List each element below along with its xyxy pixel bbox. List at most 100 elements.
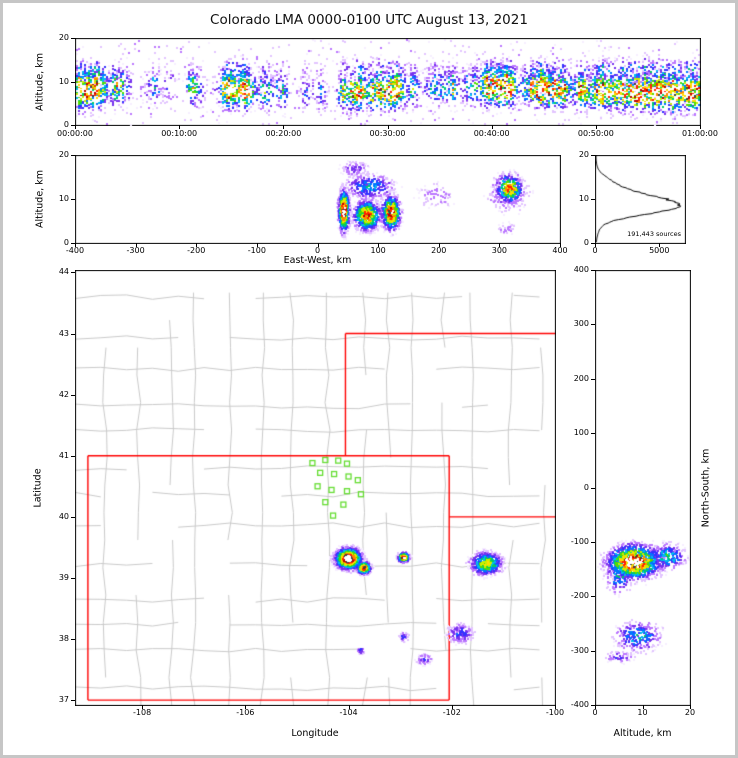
tick-mark [438,243,440,247]
axis-label: Altitude, km [34,170,46,228]
tick-label: 20 [578,150,589,159]
tick-mark [75,243,76,247]
tick-mark [591,650,595,652]
tick-mark [560,243,561,247]
source-count-annotation: 191,443 sources [627,230,681,238]
tick-mark [196,243,198,247]
tick-label: 00:30:00 [369,129,406,138]
tick-mark [71,333,75,335]
axis-label: Latitude [32,467,44,508]
tick-label: 00:00:00 [57,129,93,138]
tick-mark [499,243,501,247]
tick-mark [71,155,75,156]
tick-label: 400 [552,246,568,255]
tick-label: -300 [570,645,589,655]
tick-mark [595,243,596,247]
tick-mark [591,596,595,598]
tick-mark [591,243,595,244]
north-south-panel [595,270,691,706]
tick-label: 20 [58,150,69,159]
tick-label: 200 [431,246,447,255]
tick-mark [283,125,285,129]
tick-label: 00:40:00 [473,129,510,138]
tick-label: 200 [573,373,589,383]
tick-mark [245,705,247,709]
tick-mark [595,705,596,709]
tick-mark [179,125,181,129]
source-histogram-panel [595,155,686,244]
tick-mark [591,324,595,326]
tick-mark [591,199,595,200]
tick-mark [591,270,595,271]
tick-mark [71,243,75,244]
tick-label: 400 [573,265,589,274]
tick-label: -100 [247,246,266,255]
tick-label: 10 [58,194,69,203]
tick-label: 41 [58,450,69,460]
tick-label: 100 [573,428,589,438]
tick-label: -106 [236,708,255,717]
axis-label: Altitude, km [613,728,672,739]
tick-mark [595,125,597,129]
tick-mark [591,433,595,435]
tick-label: 00:20:00 [265,129,302,138]
tick-mark [71,199,75,200]
tick-mark [591,487,595,489]
tick-mark [451,705,453,709]
tick-mark [491,125,493,129]
tick-label: 0 [583,482,589,492]
tick-mark [71,639,75,641]
axis-label: North-South, km [700,448,712,527]
tick-label: 300 [573,319,589,329]
tick-mark [135,243,137,247]
tick-label: 37 [58,695,69,705]
tick-label: 00:10:00 [161,129,198,138]
tick-mark [591,705,595,706]
tick-mark [378,243,380,247]
tick-mark [71,125,75,126]
tick-label: 20 [58,33,69,42]
tick-label: 40 [58,511,69,521]
tick-label: -108 [133,708,152,717]
tick-mark [700,125,701,129]
tick-label: 300 [491,246,508,255]
tick-mark [71,272,75,274]
tick-mark [71,455,75,457]
tick-label: -400 [65,246,85,255]
tick-mark [256,243,258,247]
tick-label: -200 [187,246,206,255]
tick-mark [348,705,350,709]
tick-label: 0 [63,238,69,247]
chart-title: Colorado LMA 0000-0100 UTC August 13, 20… [210,12,528,28]
tick-mark [142,705,144,709]
tick-label: 38 [58,634,69,644]
tick-label: -100 [545,708,565,717]
tick-mark [75,125,76,129]
tick-label: 5000 [649,246,670,255]
tick-mark [71,38,75,39]
tick-mark [71,577,75,579]
tick-label: 0 [583,238,589,247]
tick-label: 39 [58,572,69,582]
tick-mark [317,243,319,247]
tick-label: 10 [578,194,589,203]
tick-label: 20 [684,708,696,717]
tick-mark [591,378,595,380]
tick-label: 10 [58,76,69,86]
tick-mark [690,705,691,709]
plan-view-map-panel [75,270,556,706]
tick-mark [71,700,75,702]
tick-label: -200 [570,591,589,601]
tick-label: 0 [592,708,598,717]
tick-mark [555,705,556,709]
tick-label: 0 [592,246,598,255]
tick-label: 0 [314,246,321,255]
tick-label: 42 [58,389,69,399]
time-height-panel [75,38,701,126]
tick-label: -300 [126,246,145,255]
tick-mark [71,516,75,518]
tick-label: -102 [442,708,461,717]
tick-label: -100 [570,536,589,546]
axis-label: Longitude [291,728,339,739]
